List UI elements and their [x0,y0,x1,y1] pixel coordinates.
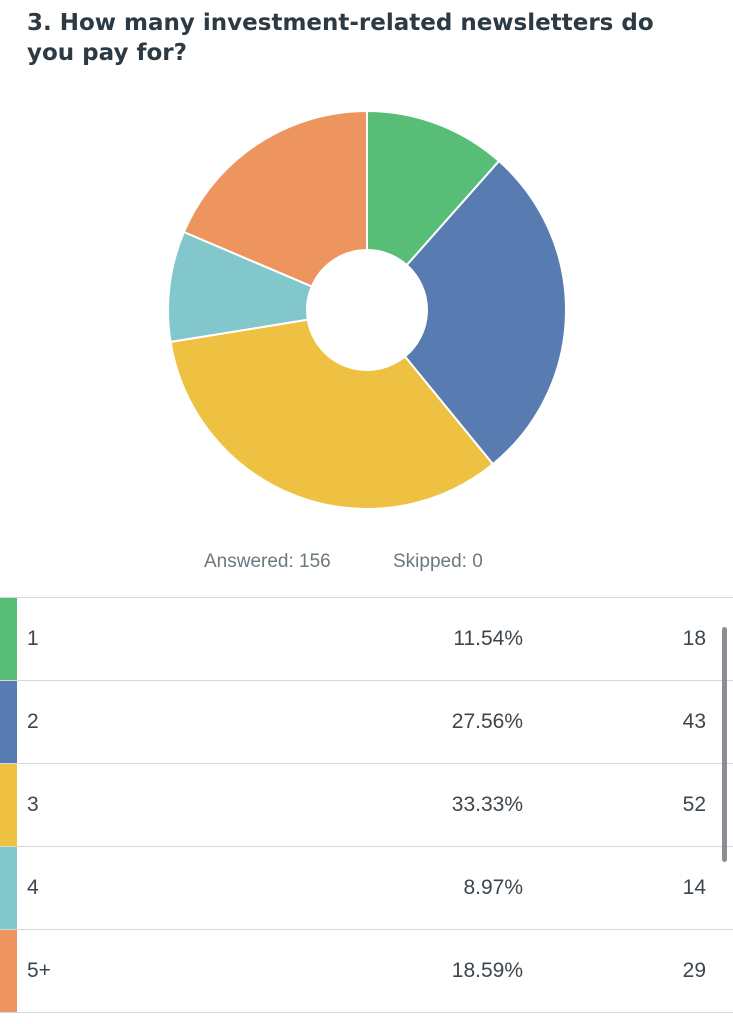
answer-label: 4 [27,876,39,899]
pie-slice-3[interactable] [169,318,495,510]
answer-count: 18 [682,627,706,650]
answer-percentage: 8.97% [463,876,523,899]
answer-label: 3 [27,793,39,816]
answer-percentage: 11.54% [453,627,523,650]
color-swatch [0,930,17,1012]
answered-count: Answered: 156 [204,551,331,572]
scrollbar-thumb[interactable] [722,627,727,862]
answer-label: 5+ [27,959,51,982]
table-row: 2 27.56% 43 [0,681,733,764]
answer-count: 43 [682,710,706,733]
answer-label: 2 [27,710,39,733]
answer-count: 29 [682,959,706,982]
donut-chart [0,100,733,520]
skipped-count: Skipped: 0 [393,551,483,572]
answer-label: 1 [27,627,39,650]
pie-slice-2[interactable] [403,159,567,466]
answer-count: 52 [682,793,706,816]
table-row: 1 11.54% 18 [0,598,733,681]
answer-percentage: 18.59% [451,959,523,982]
pie-slice-1[interactable] [366,109,501,267]
answer-percentage: 27.56% [451,710,523,733]
answer-percentage: 33.33% [451,793,523,816]
table-row: 4 8.97% 14 [0,847,733,930]
color-swatch [0,681,17,763]
color-swatch [0,847,17,929]
donut-chart-svg [167,109,567,510]
answer-table: 1 11.54% 18 2 27.56% 43 3 33.33% 52 4 8.… [0,597,733,1013]
answer-count: 14 [682,876,706,899]
table-row: 3 33.33% 52 [0,764,733,847]
pie-slice-5plus[interactable] [182,109,368,288]
color-swatch [0,764,17,846]
color-swatch [0,598,17,680]
table-row: 5+ 18.59% 29 [0,930,733,1013]
question-title: 3. How many investment-related newslette… [27,10,654,66]
